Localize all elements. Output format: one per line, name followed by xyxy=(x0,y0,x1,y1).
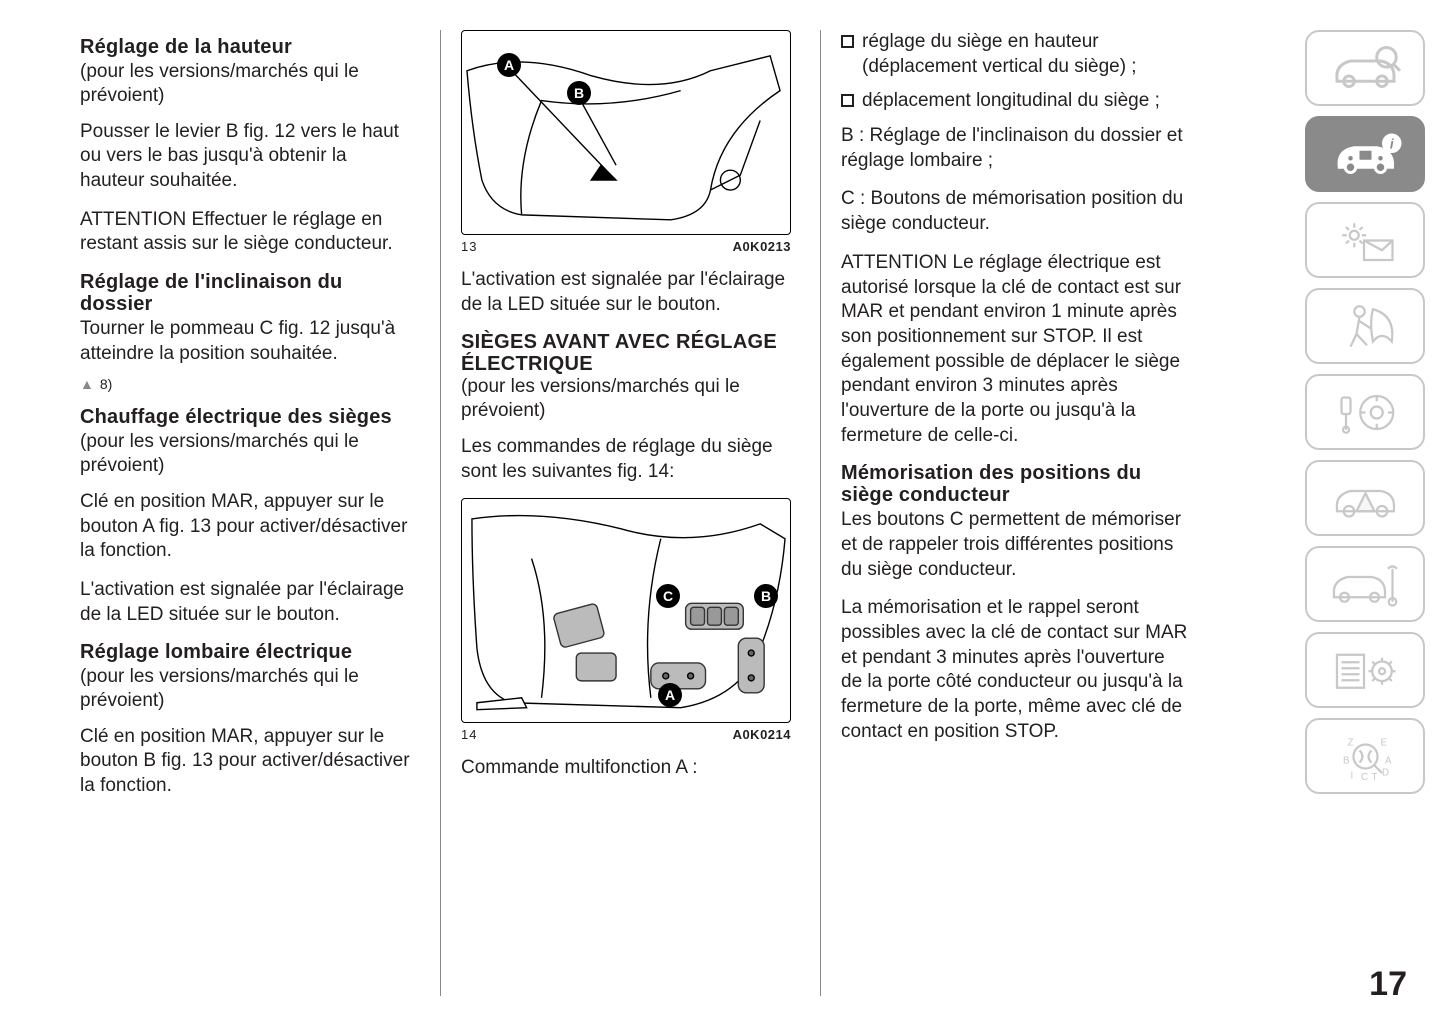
sub-seat-heating: (pour les versions/marchés qui le prévoi… xyxy=(80,430,410,478)
figure-14: C B A xyxy=(461,498,791,723)
para-button-a: Clé en position MAR, appuyer sur le bout… xyxy=(80,490,410,564)
tab-safety-icon[interactable] xyxy=(1305,288,1425,364)
svg-text:Z: Z xyxy=(1347,737,1353,748)
svg-text:E: E xyxy=(1380,737,1387,748)
para-button-b: Clé en position MAR, appuyer sur le bout… xyxy=(80,725,410,799)
para-controls-intro: Les commandes de réglage du siège sont l… xyxy=(461,435,790,484)
heading-lumbar-electric: Réglage lombaire électrique xyxy=(80,641,410,663)
heading-backrest-incl: Réglage de l'inclinaison du dossier xyxy=(80,271,410,315)
bullet-longitudinal-text: déplacement longitudinal du siège ; xyxy=(862,89,1160,114)
heading-seat-heating: Chauffage électrique des sièges xyxy=(80,406,410,428)
sub-height-adjust: (pour les versions/marchés qui le prévoi… xyxy=(80,60,410,108)
tab-info-icon[interactable]: i xyxy=(1305,116,1425,192)
callout-b-fig13: B xyxy=(567,81,591,105)
para-b-desc: B : Réglage de l'inclinaison du dossier … xyxy=(841,124,1190,173)
sidebar-tabs: i xyxy=(1305,30,1425,794)
para-c-desc: C : Boutons de mémorisation position du … xyxy=(841,187,1190,236)
heading-height-adjust: Réglage de la hauteur xyxy=(80,36,410,58)
para-multifunction-a: Commande multifonction A : xyxy=(461,756,790,781)
figure-13-code: A0K0213 xyxy=(733,239,791,254)
bullet-icon xyxy=(841,35,854,48)
svg-text:T: T xyxy=(1371,771,1377,782)
para-lever-b: Pousser le levier B fig. 12 vers le haut… xyxy=(80,120,410,194)
callout-a-fig13: A xyxy=(497,53,521,77)
heading-memory-positions: Mémorisation des positions du siège cond… xyxy=(841,462,1190,506)
para-memory-detail: La mémorisation et le rappel seront poss… xyxy=(841,596,1190,744)
tab-lights-icon[interactable] xyxy=(1305,202,1425,278)
figure-13-caption: 13 A0K0213 xyxy=(461,239,791,254)
sub-lumbar-electric: (pour les versions/marchés qui le prévoi… xyxy=(80,665,410,713)
warning-number: 8) xyxy=(100,376,112,392)
svg-text:C: C xyxy=(1361,771,1368,782)
bullet-height-text: réglage du siège en hauteur (déplacement… xyxy=(862,30,1190,79)
para-led-2: L'activation est signalée par l'éclairag… xyxy=(461,268,790,317)
figure-13-number: 13 xyxy=(461,239,477,254)
svg-text:D: D xyxy=(1382,767,1389,778)
tab-specs-icon[interactable] xyxy=(1305,632,1425,708)
tab-emergency-icon[interactable] xyxy=(1305,460,1425,536)
warning-footnote: ▲ 8) xyxy=(80,376,410,392)
column-1: Réglage de la hauteur (pour les versions… xyxy=(80,30,440,996)
column-3: réglage du siège en hauteur (déplacement… xyxy=(820,30,1200,996)
tab-maintenance-icon[interactable] xyxy=(1305,546,1425,622)
para-attention-1: ATTENTION Effectuer le réglage en restan… xyxy=(80,208,410,257)
para-memory-intro: Les boutons C permettent de mémoriser et… xyxy=(841,508,1190,582)
bullet-icon xyxy=(841,94,854,107)
para-attention-2: ATTENTION Le réglage électrique est auto… xyxy=(841,251,1190,449)
page-content: Réglage de la hauteur (pour les versions… xyxy=(0,0,1445,1026)
tab-index-icon[interactable]: Z E B A I C T D xyxy=(1305,718,1425,794)
page-number: 17 xyxy=(1369,965,1407,1004)
figure-14-svg xyxy=(462,499,790,723)
figure-14-caption: 14 A0K0214 xyxy=(461,727,791,742)
column-2: A B 13 A0K0213 L'activation est signalée… xyxy=(440,30,820,996)
svg-text:B: B xyxy=(1343,755,1350,766)
warning-icon: ▲ xyxy=(80,376,94,392)
svg-text:A: A xyxy=(1385,755,1392,766)
para-led-1: L'activation est signalée par l'éclairag… xyxy=(80,578,410,627)
sub-electric-seats: (pour les versions/marchés qui le prévoi… xyxy=(461,375,790,423)
svg-text:I: I xyxy=(1350,770,1353,781)
para-knob-c: Tourner le pommeau C fig. 12 jusqu'à att… xyxy=(80,317,410,366)
tab-overview-icon[interactable] xyxy=(1305,30,1425,106)
svg-text:i: i xyxy=(1389,136,1393,151)
figure-14-code: A0K0214 xyxy=(733,727,791,742)
figure-14-number: 14 xyxy=(461,727,477,742)
tab-starting-icon[interactable] xyxy=(1305,374,1425,450)
heading-electric-seats: SIÈGES AVANT AVEC RÉGLAGE ÉLECTRIQUE xyxy=(461,331,790,375)
bullet-longitudinal: déplacement longitudinal du siège ; xyxy=(841,89,1190,114)
bullet-height: réglage du siège en hauteur (déplacement… xyxy=(841,30,1190,79)
figure-13: A B xyxy=(461,30,791,235)
